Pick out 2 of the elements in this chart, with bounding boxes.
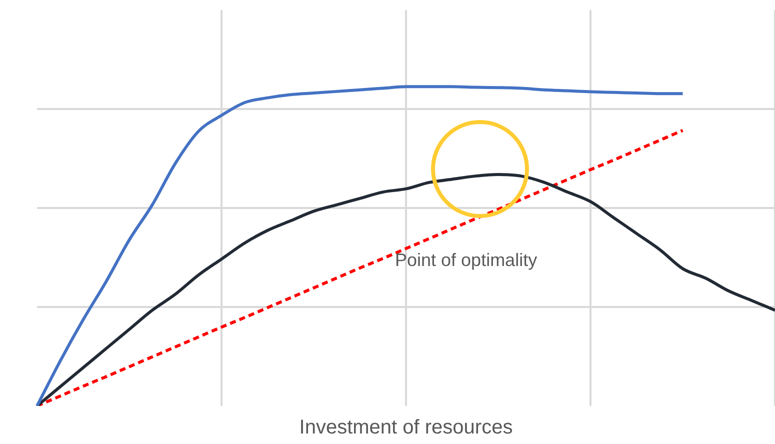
x-axis-title: Investment of resources <box>299 416 513 439</box>
annotation: Point of optimality <box>395 250 538 271</box>
